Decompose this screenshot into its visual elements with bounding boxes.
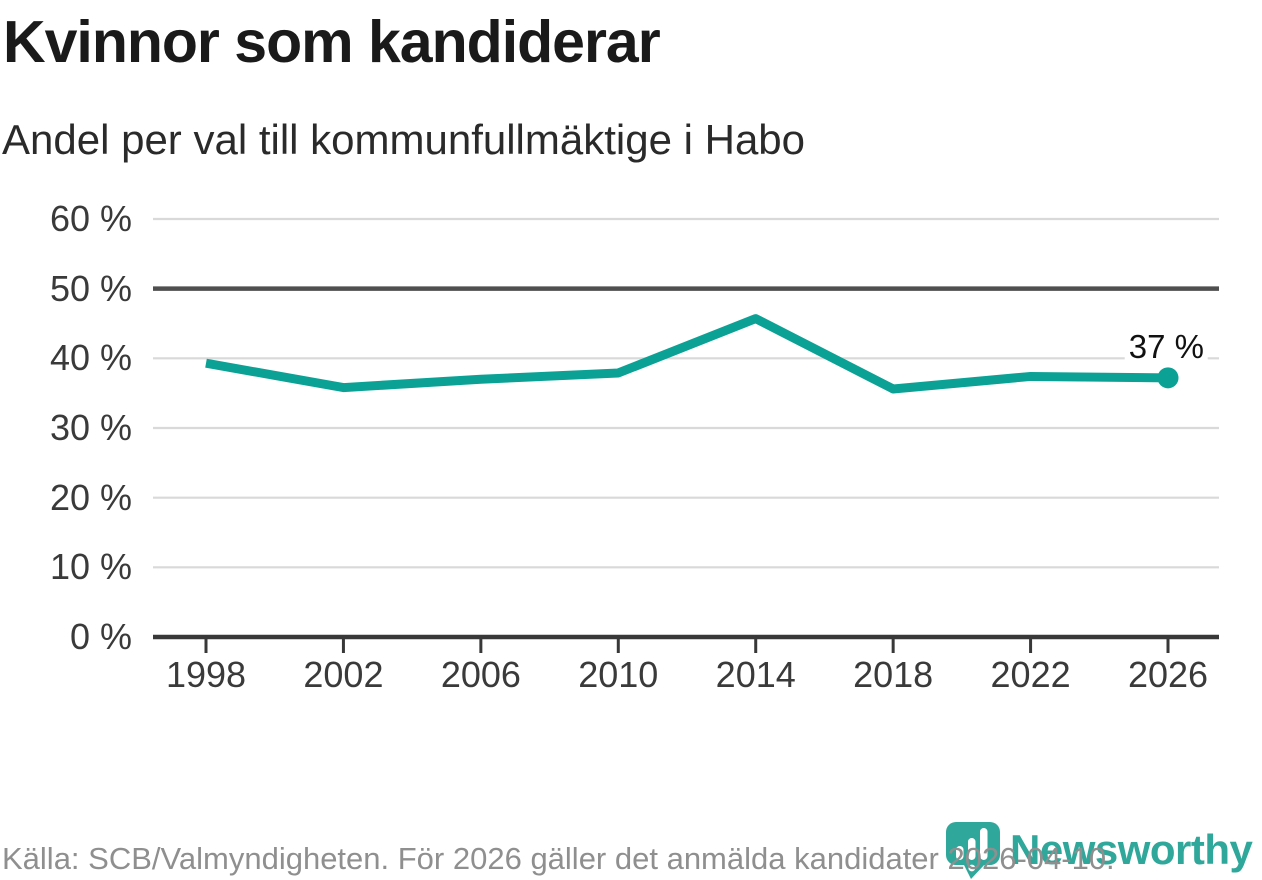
x-axis-label: 2018	[853, 654, 934, 695]
chart-subtitle: Andel per val till kommunfullmäktige i H…	[2, 116, 806, 163]
source-note: Källa: SCB/Valmyndigheten. För 2026 gäll…	[2, 841, 1115, 876]
x-axis-label: 2022	[990, 654, 1071, 695]
y-axis-label: 0 %	[69, 616, 132, 657]
x-axis-label: 2006	[440, 654, 521, 695]
y-axis-label: 10 %	[49, 546, 132, 588]
end-value-label: 37 %	[1124, 329, 1208, 364]
trend-line	[205, 314, 1169, 394]
y-axis-label: 30 %	[49, 406, 132, 448]
x-axis-label: 2010	[578, 654, 659, 695]
y-axis-label: 40 %	[49, 337, 132, 379]
x-axis-label: 2026	[1127, 654, 1209, 695]
newsworthy-pin-icon	[946, 822, 1000, 879]
end-point-dot	[1157, 367, 1179, 389]
chart-title: Kvinnor som kandiderar	[3, 9, 661, 75]
x-axis-label: 2002	[303, 654, 384, 695]
y-axis-label: 50 %	[49, 267, 132, 309]
newsworthy-wordmark: Newsworthy	[1010, 826, 1253, 873]
y-axis-label: 20 %	[49, 476, 132, 518]
y-axis-label: 60 %	[49, 197, 132, 239]
x-axis-label: 2014	[715, 654, 796, 695]
x-axis-label: 1998	[165, 654, 247, 695]
